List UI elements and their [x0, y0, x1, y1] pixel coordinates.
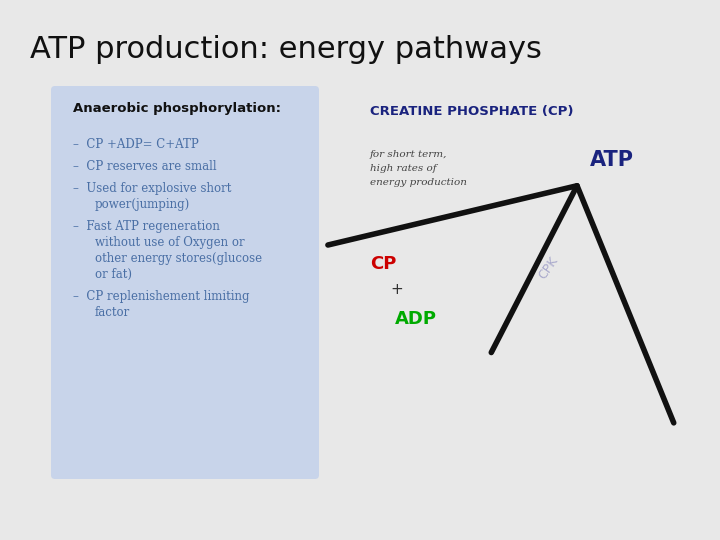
- Text: +: +: [390, 282, 402, 297]
- Text: CP: CP: [370, 255, 397, 273]
- Text: ATP: ATP: [590, 150, 634, 170]
- Text: or fat): or fat): [95, 268, 132, 281]
- Text: CREATINE PHOSPHATE (CP): CREATINE PHOSPHATE (CP): [370, 105, 574, 118]
- Text: CPK: CPK: [536, 254, 560, 282]
- Text: –  CP replenishement limiting: – CP replenishement limiting: [73, 290, 250, 303]
- Text: ATP production: energy pathways: ATP production: energy pathways: [30, 35, 542, 64]
- Text: –  Fast ATP regeneration: – Fast ATP regeneration: [73, 220, 220, 233]
- Text: Anaerobic phosphorylation:: Anaerobic phosphorylation:: [73, 102, 281, 115]
- Text: high rates of: high rates of: [370, 164, 436, 173]
- Text: other energy stores(glucose: other energy stores(glucose: [95, 252, 262, 265]
- Text: ADP: ADP: [395, 310, 437, 328]
- Text: –  CP +ADP= C+ATP: – CP +ADP= C+ATP: [73, 138, 199, 151]
- Text: factor: factor: [95, 306, 130, 319]
- Text: without use of Oxygen or: without use of Oxygen or: [95, 236, 245, 249]
- FancyBboxPatch shape: [51, 86, 319, 479]
- Text: –  CP reserves are small: – CP reserves are small: [73, 160, 217, 173]
- Text: for short term,: for short term,: [370, 150, 447, 159]
- Text: energy production: energy production: [370, 178, 467, 187]
- Text: power(jumping): power(jumping): [95, 198, 190, 211]
- Text: –  Used for explosive short: – Used for explosive short: [73, 182, 231, 195]
